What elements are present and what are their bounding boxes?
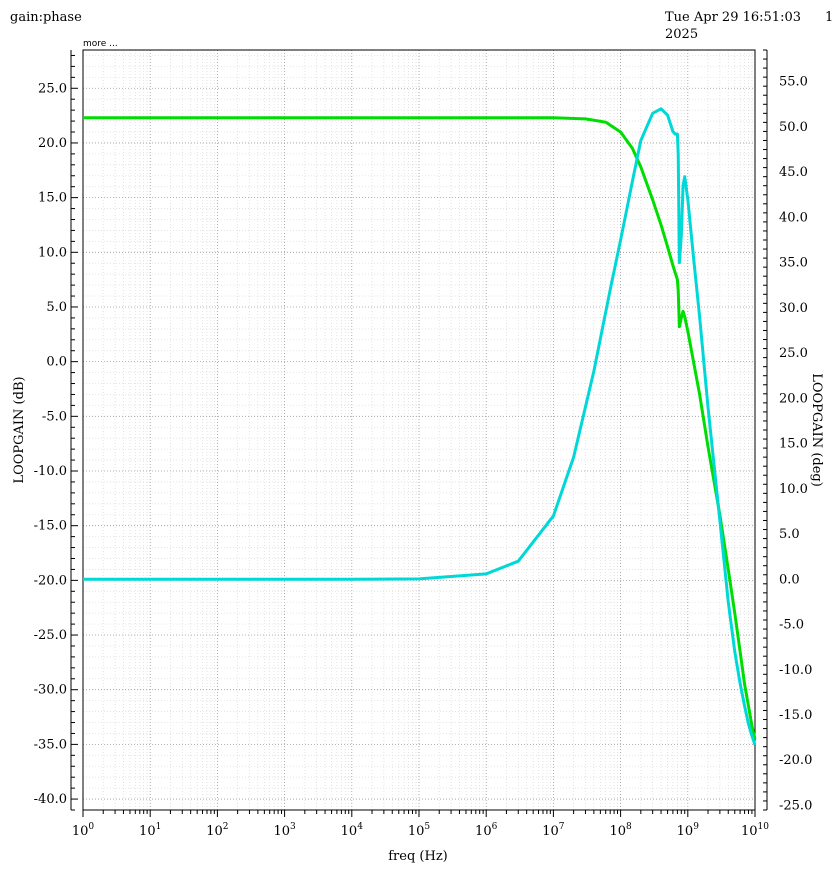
phase-deg-line: [83, 107, 757, 746]
y-right-tick-label: -10.0: [779, 663, 812, 678]
y-left-tick-label: -35.0: [34, 737, 67, 752]
y-right-tick-label: 25.0: [779, 346, 808, 361]
y-left-tick-label: -5.0: [42, 409, 67, 424]
timestamp-line1: Tue Apr 29 16:51:03: [665, 10, 801, 25]
x-tick-label: 106: [475, 822, 498, 839]
y-right-tick-label: -25.0: [779, 798, 812, 813]
y-right-tick-label: 15.0: [779, 437, 808, 452]
y-left-tick-label: -15.0: [34, 519, 67, 534]
y-right-tick-label: -5.0: [779, 618, 804, 633]
x-axis-title: freq (Hz): [388, 849, 448, 864]
y-right-tick-label: -15.0: [779, 708, 812, 723]
y-axis-left-title: LOOPGAIN (dB): [12, 376, 27, 483]
x-tick-label: 104: [341, 822, 364, 839]
timestamp-line2: 2025: [665, 27, 699, 42]
y-left-tick-label: 0.0: [46, 355, 67, 370]
y-left-tick-label: -10.0: [34, 464, 67, 479]
y-right-tick-label: 30.0: [779, 301, 808, 316]
x-tick-label: 1010: [741, 822, 769, 839]
x-tick-label: 100: [72, 822, 95, 839]
y-axis-left: -40.0 -35.0 -30.0 -25.0 -20.0 -15.0 -10.0 -5.0 0…: [34, 50, 78, 811]
series-lines: [83, 107, 757, 746]
y-left-tick-label: 25.0: [38, 81, 67, 96]
more-link[interactable]: more ...: [83, 39, 118, 49]
y-right-tick-label: 55.0: [779, 75, 808, 90]
y-right-tick-label: 45.0: [779, 165, 808, 180]
y-right-tick-label: 35.0: [779, 256, 808, 271]
x-tick-label: 102: [206, 822, 228, 839]
y-left-tick-label: 10.0: [38, 245, 67, 260]
y-left-tick-label: -30.0: [34, 683, 67, 698]
y-right-tick-label: -20.0: [779, 753, 812, 768]
x-axis: 100 101 102 103 104 105 106 107 108 109 1010: [72, 810, 769, 839]
x-tick-label: 107: [542, 822, 565, 839]
gain-db-line: [83, 116, 757, 740]
y-axis-right-title: LOOPGAIN (deg): [809, 373, 824, 487]
y-left-tick-label: -25.0: [34, 628, 67, 643]
x-tick-label: 109: [677, 822, 700, 839]
y-axis-right: -25.0 -20.0 -15.0 -10.0 -5.0 0.0 5.0 10.0 15.0 20…: [763, 49, 812, 813]
y-left-tick-label: -40.0: [34, 792, 67, 807]
y-right-tick-label: 0.0: [779, 572, 800, 587]
y-right-tick-label: 50.0: [779, 120, 808, 135]
y-right-tick-label: 5.0: [779, 527, 800, 542]
y-right-tick-label: 40.0: [779, 210, 808, 225]
x-tick-label: 101: [139, 822, 161, 839]
x-tick-label: 103: [273, 822, 296, 839]
y-left-tick-label: -20.0: [34, 573, 67, 588]
y-left-tick-label: 5.0: [46, 300, 67, 315]
plot-title: gain:phase: [10, 10, 82, 25]
y-left-tick-label: 15.0: [38, 191, 67, 206]
grid: [82, 50, 756, 811]
y-right-tick-label: 20.0: [779, 391, 808, 406]
page-number: 1: [825, 10, 834, 25]
y-right-tick-label: 10.0: [779, 482, 808, 497]
x-tick-label: 105: [408, 822, 431, 839]
x-tick-label: 108: [609, 822, 632, 839]
y-left-tick-label: 20.0: [38, 136, 67, 151]
